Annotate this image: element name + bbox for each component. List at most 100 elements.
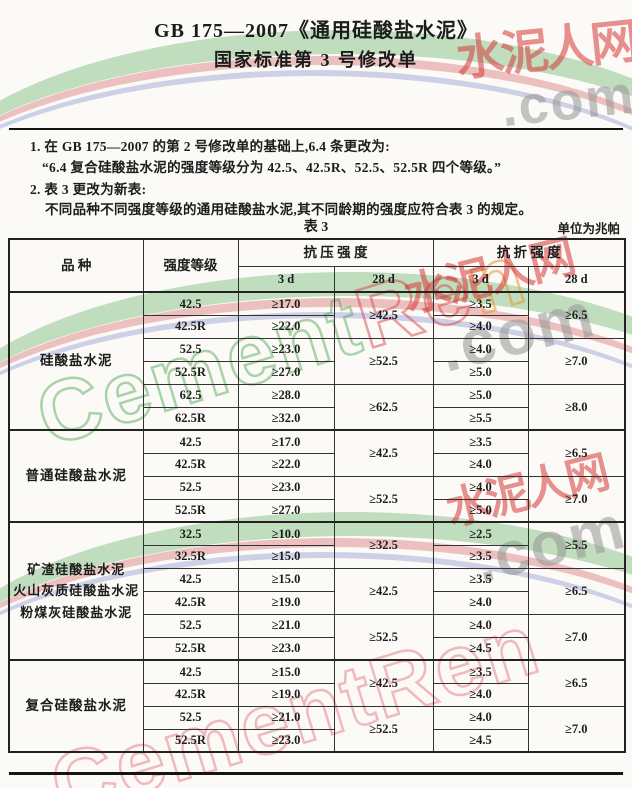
flex-3d-cell: ≥3.5 xyxy=(432,659,529,684)
flex-3d-cell: ≥4.0 xyxy=(432,590,529,615)
top-divider xyxy=(9,128,623,130)
grade-cell: 52.5 xyxy=(142,337,239,362)
table-row: 52.5R ≥23.0 ≥4.5 xyxy=(9,728,625,753)
flex-3d-cell: ≥5.0 xyxy=(432,383,529,408)
comp-3d-cell: ≥19.0 xyxy=(237,682,335,707)
header-compressive: 抗 压 强 度 xyxy=(237,238,434,267)
table-row: 42.5R ≥19.0 ≥4.0 xyxy=(9,682,625,707)
flex-3d-cell: ≥4.0 xyxy=(432,337,529,362)
comp-3d-cell: ≥22.0 xyxy=(237,314,335,339)
paragraph-3: 2. 表 3 更改为新表: xyxy=(30,182,147,197)
table-caption: 表 3 xyxy=(303,220,329,235)
comp-3d-cell: ≥27.0 xyxy=(237,498,335,523)
grade-cell: 32.5 xyxy=(142,521,239,546)
grade-cell: 52.5R xyxy=(142,360,239,385)
comp-3d-cell: ≥23.0 xyxy=(237,636,335,661)
comp-3d-cell: ≥32.0 xyxy=(237,406,335,431)
grade-cell: 52.5 xyxy=(142,613,239,638)
table-row: 42.5R ≥22.0 ≥4.0 xyxy=(9,314,625,339)
grade-cell: 52.5 xyxy=(142,475,239,500)
table-row: 矿渣硅酸盐水泥 火山灰质硅酸盐水泥 粉煤灰硅酸盐水泥 32.5 ≥10.0 ≥3… xyxy=(8,521,626,661)
grade-cell: 42.5R xyxy=(142,452,239,477)
header-type: 品 种 xyxy=(8,238,144,293)
flex-28d-cell: ≥6.5 xyxy=(527,291,626,339)
comp-3d-cell: ≥22.0 xyxy=(237,452,335,477)
flex-3d-cell: ≥3.5 xyxy=(432,291,529,316)
flex-3d-cell: ≥4.5 xyxy=(432,636,529,661)
comp-28d-cell: ≥52.5 xyxy=(333,337,434,385)
bottom-divider xyxy=(9,772,623,775)
flex-28d-cell: ≥7.0 xyxy=(527,475,626,523)
page-subtitle: 国家标准第 3 号修改单 xyxy=(214,50,418,70)
comp-3d-cell: ≥23.0 xyxy=(237,337,335,362)
unit-label: 单位为兆帕 xyxy=(557,222,620,236)
table-header-row-2: 3 d 28 d 3 d 28 d xyxy=(9,266,626,293)
table-row: 复合硅酸盐水泥 42.5 ≥15.0 ≥42.5 ≥3.5 ≥6.5 xyxy=(8,659,626,753)
paragraph-2: “6.4 复合硅酸盐水泥的强度等级分为 42.5、42.5R、52.5、52.5… xyxy=(42,160,502,175)
paragraph-1: 1. 在 GB 175—2007 的第 2 号修改单的基础上,6.4 条更改为: xyxy=(30,139,390,154)
cement-type-cell: 普通硅酸盐水泥 xyxy=(8,429,144,523)
flex-28d-cell: ≥7.0 xyxy=(527,613,626,661)
flex-3d-cell: ≥4.0 xyxy=(432,452,529,477)
grade-cell: 62.5 xyxy=(142,383,239,408)
flex-3d-cell: ≥3.5 xyxy=(432,429,529,454)
comp-3d-cell: ≥28.0 xyxy=(237,383,335,408)
table-row: 普通硅酸盐水泥 42.5 ≥17.0 ≥42.5 ≥3.5 ≥6.5 xyxy=(8,429,626,523)
grade-cell: 42.5 xyxy=(142,291,239,316)
cement-type-cell: 矿渣硅酸盐水泥 火山灰质硅酸盐水泥 粉煤灰硅酸盐水泥 xyxy=(8,521,144,661)
comp-3d-cell: ≥23.0 xyxy=(237,475,335,500)
grade-cell: 42.5R xyxy=(142,682,239,707)
comp-3d-cell: ≥21.0 xyxy=(237,613,335,638)
grade-cell: 52.5R xyxy=(142,498,239,523)
comp-28d-cell: ≥62.5 xyxy=(333,383,434,431)
flex-3d-cell: ≥4.0 xyxy=(432,705,529,730)
table-row: 硅酸盐水泥 42.5 ≥17.0 ≥42.5 ≥3.5 ≥6.5 xyxy=(8,291,626,431)
cement-type-line: 粉煤灰硅酸盐水泥 xyxy=(20,604,133,620)
comp-3d-cell: ≥15.0 xyxy=(237,544,335,569)
comp-28d-cell: ≥42.5 xyxy=(333,429,434,477)
comp-3d-cell: ≥21.0 xyxy=(237,705,335,730)
comp-28d-cell: ≥52.5 xyxy=(333,705,434,753)
grade-cell: 42.5 xyxy=(142,567,239,592)
flex-28d-cell: ≥6.5 xyxy=(527,659,626,707)
flex-28d-cell: ≥6.5 xyxy=(527,429,626,477)
comp-28d-cell: ≥42.5 xyxy=(333,567,434,615)
comp-3d-cell: ≥19.0 xyxy=(237,590,335,615)
grade-cell: 42.5R xyxy=(142,314,239,339)
header-comp-28d: 28 d xyxy=(333,266,434,293)
table-row: 32.5R ≥15.0 ≥3.5 xyxy=(9,544,625,569)
comp-28d-cell: ≥52.5 xyxy=(333,613,434,661)
table-row: 52.5R ≥27.0 ≥5.0 xyxy=(9,498,625,523)
cement-type-line: 火山灰质硅酸盐水泥 xyxy=(13,583,140,599)
strength-table: 品 种 强度等级 抗 压 强 度 抗 折 强 度 3 d 28 d 3 d 28… xyxy=(8,238,626,753)
grade-cell: 52.5R xyxy=(142,728,239,753)
table-row: 42.5 ≥15.0 ≥42.5 ≥3.5 ≥6.5 xyxy=(9,567,626,615)
grade-cell: 42.5R xyxy=(142,590,239,615)
comp-3d-cell: ≥10.0 xyxy=(237,521,335,546)
grade-cell: 62.5R xyxy=(142,406,239,431)
comp-28d-cell: ≥32.5 xyxy=(333,521,434,569)
paragraph-4: 不同品种不同强度等级的通用硅酸盐水泥,其不同龄期的强度应符合表 3 的规定。 xyxy=(45,202,533,217)
flex-28d-cell: ≥7.0 xyxy=(527,705,626,753)
grade-cell: 52.5R xyxy=(142,636,239,661)
table-row: 52.5 ≥23.0 ≥52.5 ≥4.0 ≥7.0 xyxy=(9,475,626,523)
comp-28d-cell: ≥52.5 xyxy=(333,475,434,523)
header-comp-3d: 3 d xyxy=(237,266,335,293)
header-flex-3d: 3 d xyxy=(432,266,529,293)
cement-type-cell: 硅酸盐水泥 xyxy=(8,291,144,431)
comp-28d-cell: ≥42.5 xyxy=(333,659,434,707)
flex-3d-cell: ≥4.0 xyxy=(432,682,529,707)
cement-type-cell: 复合硅酸盐水泥 xyxy=(8,659,144,753)
flex-3d-cell: ≥4.0 xyxy=(432,475,529,500)
header-grade: 强度等级 xyxy=(142,238,239,293)
grade-cell: 42.5 xyxy=(142,659,239,684)
comp-3d-cell: ≥23.0 xyxy=(237,728,335,753)
comp-3d-cell: ≥27.0 xyxy=(237,360,335,385)
table-row: 52.5R ≥23.0 ≥4.5 xyxy=(9,636,625,661)
comp-28d-cell: ≥42.5 xyxy=(333,291,434,339)
table-row: 62.5R ≥32.0 ≥5.5 xyxy=(9,406,625,431)
page-title: GB 175—2007《通用硅酸盐水泥》 xyxy=(154,20,478,42)
table-row: 42.5R ≥19.0 ≥4.0 xyxy=(9,590,625,615)
header-flex-28d: 28 d xyxy=(527,266,626,293)
